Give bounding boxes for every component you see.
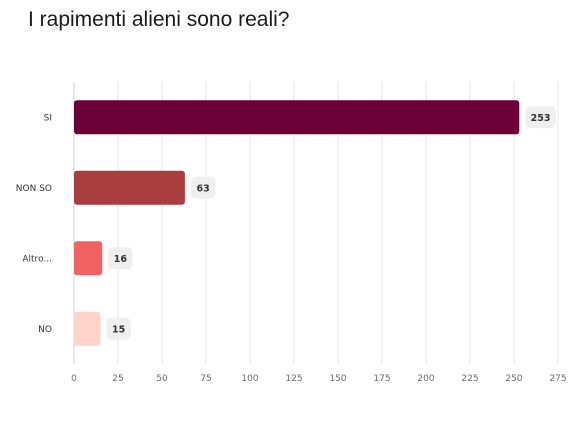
x-tick-label: 225 [461,374,478,384]
chart-title: I rapimenti alieni sono reali? [28,8,290,31]
x-tick-label: 75 [200,374,211,384]
x-tick-label: 275 [549,374,566,384]
x-tick-label: 150 [329,374,346,384]
x-tick-label: 250 [505,374,522,384]
x-tick-label: 50 [156,374,168,384]
x-tick-label: 175 [373,374,390,384]
bar[interactable] [74,170,185,205]
category-label: Altro... [22,254,52,264]
x-tick-label: 125 [285,374,302,384]
category-label: NO [38,325,52,335]
value-label: 15 [112,324,125,335]
value-label-bg [108,247,133,270]
value-label-bg [190,176,216,199]
labels: 0 25 50 75 100 125 150 175 200 225 250 275 SI 253 NON … [16,106,567,384]
value-label: 16 [114,254,128,265]
value-label: 63 [196,183,209,194]
value-label-bg [106,317,131,340]
bar[interactable] [74,311,101,346]
category-label: SI [44,113,52,123]
bar[interactable] [74,100,520,135]
bar[interactable] [74,241,103,276]
x-tick-label: 25 [112,374,123,384]
bars [74,100,520,346]
value-label: 253 [531,113,551,124]
x-tick-label: 100 [241,374,258,384]
category-label: NON SO [16,184,52,194]
x-tick-label: 0 [71,374,77,384]
value-label-bg [525,106,556,129]
x-tick-label: 200 [417,374,434,384]
grid-lines [73,82,559,364]
